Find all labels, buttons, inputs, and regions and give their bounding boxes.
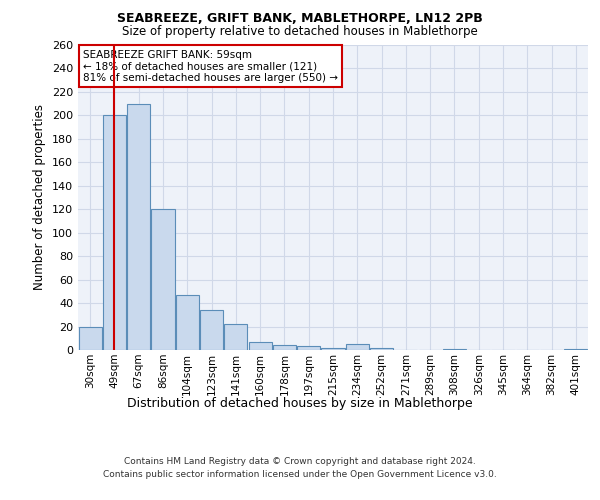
Bar: [79, 326, 101, 350]
Bar: [273, 346, 296, 350]
Text: SEABREEZE GRIFT BANK: 59sqm
← 18% of detached houses are smaller (121)
81% of se: SEABREEZE GRIFT BANK: 59sqm ← 18% of det…: [83, 50, 338, 83]
Bar: [151, 209, 175, 350]
Bar: [103, 116, 126, 350]
Y-axis label: Number of detached properties: Number of detached properties: [34, 104, 46, 290]
Text: Contains HM Land Registry data © Crown copyright and database right 2024.
Contai: Contains HM Land Registry data © Crown c…: [103, 458, 497, 479]
Bar: [224, 324, 247, 350]
Bar: [248, 342, 272, 350]
Text: Size of property relative to detached houses in Mablethorpe: Size of property relative to detached ho…: [122, 25, 478, 38]
Bar: [297, 346, 320, 350]
Bar: [176, 295, 199, 350]
Text: SEABREEZE, GRIFT BANK, MABLETHORPE, LN12 2PB: SEABREEZE, GRIFT BANK, MABLETHORPE, LN12…: [117, 12, 483, 26]
Bar: [322, 348, 344, 350]
Bar: [346, 344, 369, 350]
Bar: [370, 348, 393, 350]
Bar: [200, 310, 223, 350]
Bar: [127, 104, 150, 350]
Bar: [443, 349, 466, 350]
Bar: [565, 349, 587, 350]
Text: Distribution of detached houses by size in Mablethorpe: Distribution of detached houses by size …: [127, 398, 473, 410]
